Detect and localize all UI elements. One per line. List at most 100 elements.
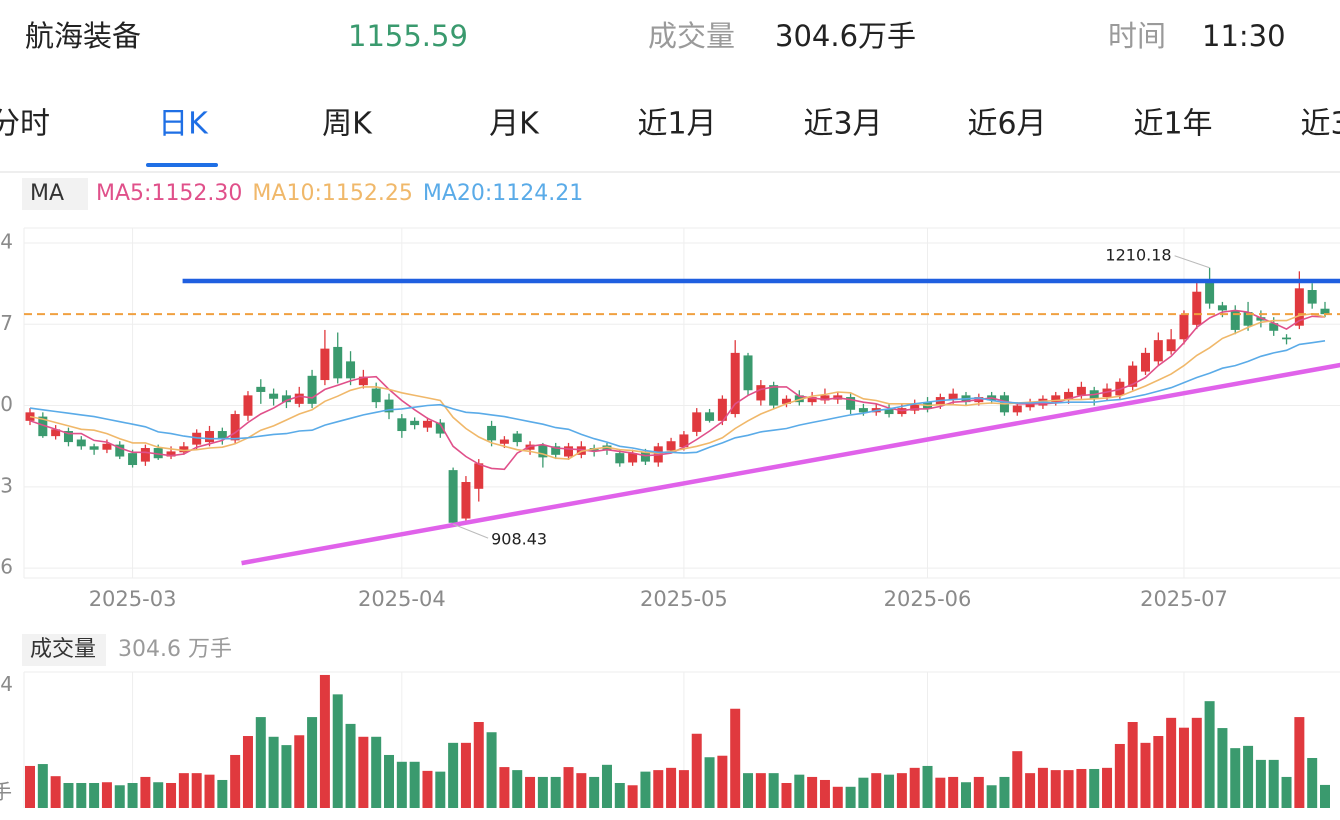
candle-body (1282, 337, 1292, 340)
volume-bar (1076, 768, 1087, 808)
volume-bar (473, 722, 484, 808)
volume-bar (1230, 748, 1241, 808)
volume-bar (614, 782, 625, 808)
volume-bar (986, 785, 997, 808)
candle-body (858, 408, 868, 413)
volume-bar (1127, 722, 1138, 808)
x-tick-label: 2025-07 (1140, 587, 1228, 611)
candle-body (781, 398, 791, 404)
volume-bar (307, 717, 318, 808)
volume-bar (486, 732, 497, 808)
volume-bar (1102, 767, 1113, 808)
volume-bar (1255, 759, 1266, 808)
y-tick-label: 856.6 (0, 555, 13, 579)
volume-bar (1063, 770, 1074, 808)
candle-body (217, 431, 227, 440)
candle-body (820, 395, 830, 401)
volume-bar (114, 785, 125, 808)
tab[interactable]: 周K (322, 107, 373, 142)
volume-bar (807, 776, 818, 808)
volume-value: 304.6万手 (775, 19, 916, 53)
candle-body (769, 385, 779, 406)
volume-bar (730, 708, 741, 808)
volume-bar (1114, 743, 1125, 808)
volume-bar (1307, 757, 1318, 808)
candle-body (166, 451, 176, 457)
candle-body (256, 386, 266, 392)
volume-unit-label: 万手 (0, 780, 12, 804)
tab[interactable]: 近1月 (637, 107, 716, 142)
candle-body (628, 453, 638, 463)
volume-bar (294, 735, 305, 808)
y-tick-label: 1048.0 (0, 392, 13, 416)
volume-bar (1281, 776, 1292, 808)
candle-body (205, 431, 215, 443)
candle-body (346, 361, 356, 379)
tab[interactable]: 分时 (0, 107, 50, 142)
volume-bar (37, 764, 48, 808)
tab[interactable]: 近3年 (1300, 107, 1340, 142)
volume-bar (101, 782, 112, 808)
volume-bar (1320, 784, 1330, 808)
candle-body (1153, 340, 1163, 362)
candle-body (1064, 391, 1074, 400)
tab[interactable]: 近6月 (967, 107, 1046, 142)
volume-bar (191, 773, 202, 808)
volume-summary: 304.6 万手 (118, 637, 232, 662)
volume-bar (640, 771, 651, 808)
volume-bar (1217, 728, 1228, 808)
candle-body (615, 453, 625, 464)
volume-bar (858, 777, 869, 808)
volume-title-box (22, 634, 106, 666)
tab[interactable]: 近3月 (803, 107, 882, 142)
volume-bar (1178, 727, 1189, 808)
volume-bar (1089, 768, 1100, 808)
candle-body (1294, 288, 1304, 326)
y-tick-label: 952.3 (0, 473, 13, 497)
tab[interactable]: 月K (489, 107, 540, 142)
volume-bar (537, 776, 548, 808)
volume-title: 成交量 (30, 637, 96, 662)
volume-bar (63, 782, 74, 808)
candle-body (1256, 317, 1266, 321)
volume-bar (717, 755, 728, 808)
volume-bar (319, 674, 330, 808)
indicator-label: MA (30, 181, 64, 206)
candle-body (666, 441, 676, 451)
volume-bar (1050, 770, 1061, 808)
candle-body (884, 408, 894, 415)
candle-body (89, 446, 99, 450)
x-tick-label: 2025-06 (884, 587, 972, 611)
volume-bar (25, 765, 35, 808)
tab[interactable]: 近1年 (1133, 107, 1212, 142)
volume-bar (781, 782, 792, 808)
volume-bar (448, 742, 459, 808)
candle-body (602, 445, 612, 451)
volume-bar (281, 745, 292, 808)
candle-body (25, 412, 35, 421)
candle-body (948, 393, 958, 400)
candle-body (1128, 365, 1138, 387)
candle-body (333, 346, 343, 379)
candle-body (692, 412, 702, 432)
volume-tick-label: 1614 (0, 672, 13, 696)
tab[interactable]: 日K (158, 107, 209, 142)
low-annotation: 908.43 (491, 530, 547, 549)
volume-bar (922, 765, 933, 808)
candle-body (51, 429, 61, 437)
candle-body (1269, 323, 1279, 331)
volume-bar (358, 736, 369, 808)
candle-body (910, 403, 920, 411)
volume-bar (1268, 759, 1279, 808)
volume-bar (76, 782, 87, 808)
candle-body (538, 445, 548, 458)
candle-body (756, 385, 766, 401)
candle-body (1230, 310, 1240, 330)
legend-entry: MA20:1124.21 (423, 181, 583, 206)
volume-bar (1025, 773, 1036, 808)
volume-bar (242, 736, 253, 808)
candle-body (1051, 395, 1061, 403)
candle-body (294, 393, 304, 404)
candle-body (1012, 405, 1022, 413)
volume-bar (396, 761, 407, 808)
